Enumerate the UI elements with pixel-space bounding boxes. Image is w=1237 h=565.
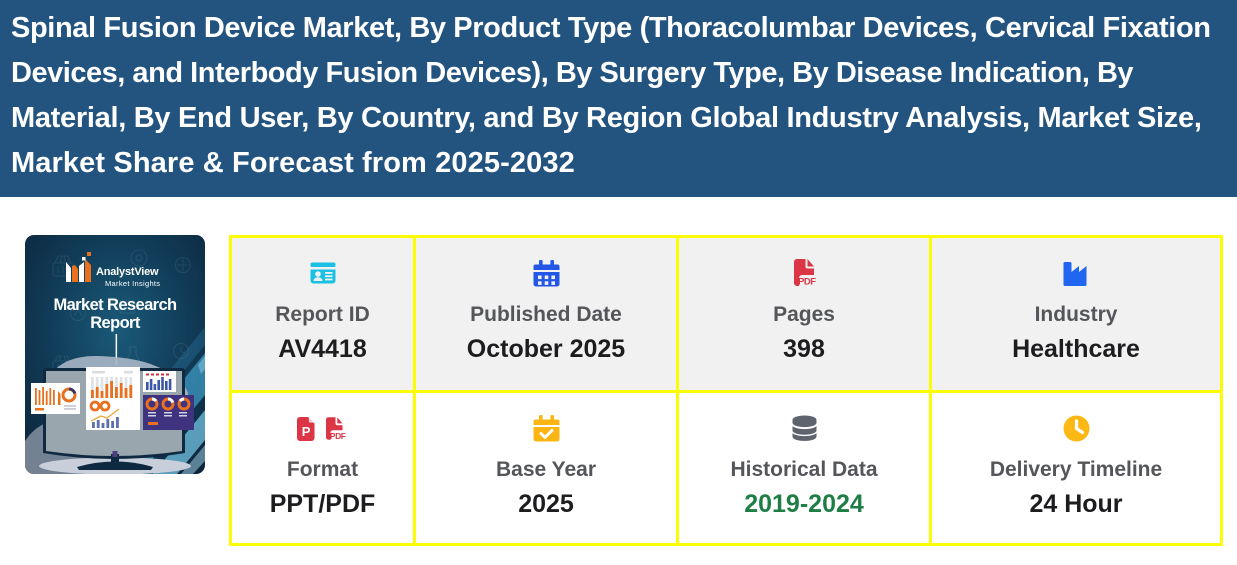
svg-text:PDF: PDF [330, 430, 346, 440]
svg-text:AnalystView: AnalystView [96, 266, 159, 278]
svg-text:Report: Report [90, 314, 141, 332]
svg-text:PDF: PDF [798, 276, 816, 287]
svg-text:Market Insights: Market Insights [105, 279, 160, 288]
svg-text:P: P [302, 423, 311, 438]
svg-text:Market Research: Market Research [53, 296, 177, 314]
